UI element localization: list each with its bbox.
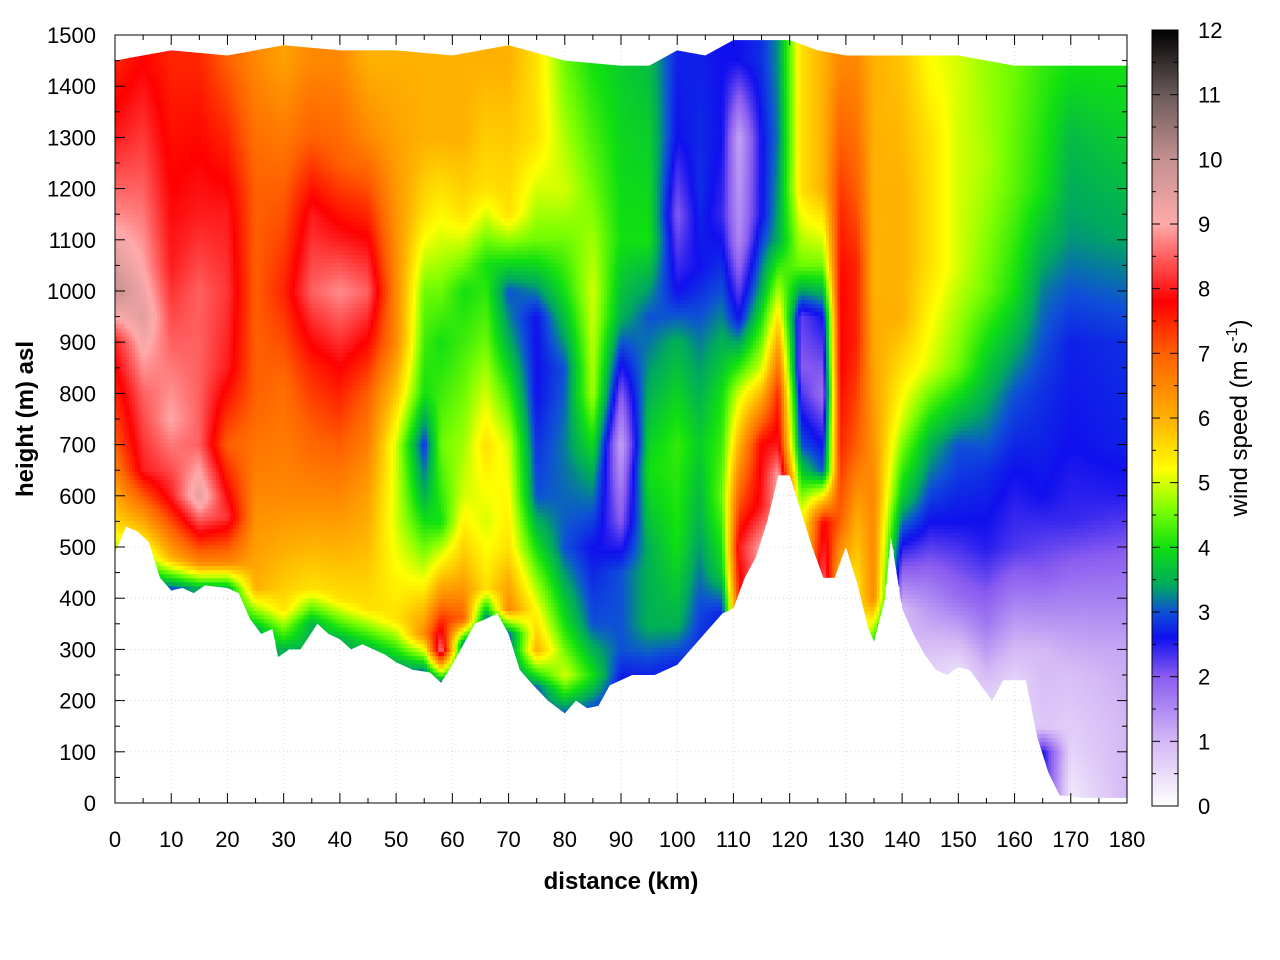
x-tick-label: 90 xyxy=(609,827,633,852)
x-tick-label: 150 xyxy=(940,827,977,852)
x-tick-label: 0 xyxy=(109,827,121,852)
colorbar-tick-label: 1 xyxy=(1198,729,1210,754)
x-tick-label: 160 xyxy=(996,827,1033,852)
y-tick-label: 400 xyxy=(59,586,96,611)
y-tick-label: 1400 xyxy=(47,74,96,99)
colorbar-tick-label: 0 xyxy=(1198,794,1210,819)
x-tick-label: 100 xyxy=(659,827,696,852)
colorbar-tick-label: 3 xyxy=(1198,600,1210,625)
colorbar-tick-label: 11 xyxy=(1198,83,1221,108)
y-tick-label: 200 xyxy=(59,689,96,714)
y-tick-label: 1300 xyxy=(47,125,96,150)
colorbar-tick-label: 6 xyxy=(1198,406,1210,431)
x-tick-label: 110 xyxy=(716,827,751,852)
y-tick-label: 100 xyxy=(59,740,96,765)
x-tick-label: 140 xyxy=(884,827,921,852)
colorbar-tick-label: 2 xyxy=(1198,665,1210,690)
y-tick-label: 1500 xyxy=(47,23,96,48)
colorbar-tick-label: 9 xyxy=(1198,212,1210,237)
y-tick-label: 0 xyxy=(84,791,96,816)
y-tick-label: 700 xyxy=(59,433,96,458)
x-tick-label: 70 xyxy=(496,827,520,852)
colorbar-tick-label: 10 xyxy=(1198,147,1222,172)
x-tick-label: 50 xyxy=(384,827,408,852)
colorbar-title: wind speed (m s-1) xyxy=(1224,320,1253,518)
x-tick-label: 40 xyxy=(328,827,352,852)
x-tick-label: 20 xyxy=(215,827,239,852)
y-tick-label: 500 xyxy=(59,535,96,560)
x-tick-label: 130 xyxy=(828,827,865,852)
colorbar-tick-label: 8 xyxy=(1198,277,1210,302)
y-tick-label: 600 xyxy=(59,484,96,509)
x-tick-label: 170 xyxy=(1052,827,1089,852)
x-tick-label: 120 xyxy=(771,827,808,852)
colorbar-tick-label: 12 xyxy=(1198,18,1222,43)
colorbar-tick-label: 7 xyxy=(1198,341,1210,366)
colorbar-tick-label: 4 xyxy=(1198,535,1210,560)
y-axis-tick-labels: 0 100 200 300 400 500 600 700 800 900 1000 1100 1200… xyxy=(47,23,96,816)
y-tick-label: 1100 xyxy=(49,228,96,253)
y-axis-title: height (m) asl xyxy=(12,341,39,497)
colorbar-tick-label: 5 xyxy=(1198,471,1210,496)
x-tick-label: 60 xyxy=(440,827,464,852)
y-tick-label: 300 xyxy=(59,637,96,662)
x-tick-label: 180 xyxy=(1109,827,1146,852)
y-tick-label: 800 xyxy=(59,381,96,406)
y-tick-label: 1000 xyxy=(47,279,96,304)
y-tick-label: 900 xyxy=(59,330,96,355)
x-axis-tick-labels: 0 10 20 30 40 50 60 70 80 90 100 110 120 130 140 150 160… xyxy=(109,827,1145,852)
x-tick-label: 80 xyxy=(553,827,577,852)
x-tick-label: 30 xyxy=(271,827,295,852)
x-tick-label: 10 xyxy=(159,827,183,852)
y-tick-label: 1200 xyxy=(47,177,96,202)
x-axis-title: distance (km) xyxy=(544,868,699,895)
